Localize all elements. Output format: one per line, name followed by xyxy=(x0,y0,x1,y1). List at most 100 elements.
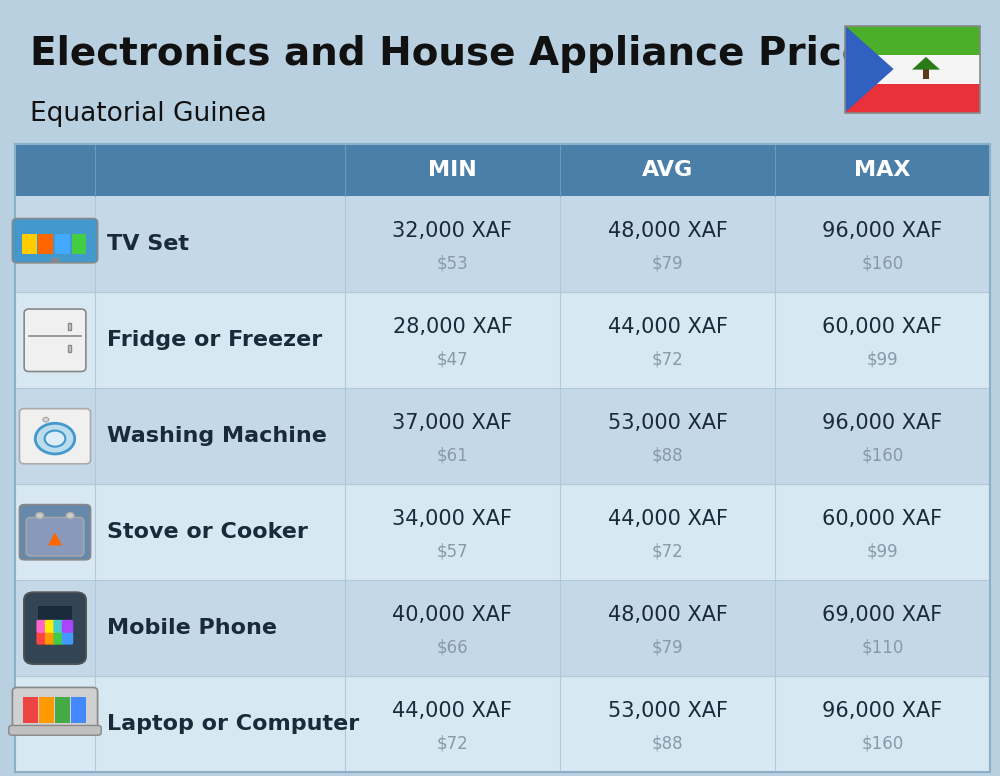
Bar xyxy=(55,234,70,254)
Text: 37,000 XAF: 37,000 XAF xyxy=(392,413,512,433)
Bar xyxy=(845,26,980,54)
FancyBboxPatch shape xyxy=(62,620,73,633)
Text: 53,000 XAF: 53,000 XAF xyxy=(608,701,728,721)
Text: 96,000 XAF: 96,000 XAF xyxy=(822,413,943,433)
Text: 44,000 XAF: 44,000 XAF xyxy=(608,317,728,337)
Bar xyxy=(39,697,54,723)
Text: Equatorial Guinea: Equatorial Guinea xyxy=(30,101,267,127)
Text: 40,000 XAF: 40,000 XAF xyxy=(392,605,512,625)
Text: $160: $160 xyxy=(861,446,904,464)
Bar xyxy=(845,84,980,113)
Bar xyxy=(845,26,980,113)
Text: 44,000 XAF: 44,000 XAF xyxy=(608,509,728,528)
Bar xyxy=(51,258,59,262)
Text: $88: $88 xyxy=(652,734,683,752)
Bar xyxy=(38,234,53,254)
Text: 32,000 XAF: 32,000 XAF xyxy=(392,221,512,241)
Text: 48,000 XAF: 48,000 XAF xyxy=(608,605,727,625)
FancyBboxPatch shape xyxy=(26,518,84,556)
Bar xyxy=(775,144,990,196)
Bar xyxy=(345,580,560,676)
FancyBboxPatch shape xyxy=(9,726,101,735)
Text: Electronics and House Appliance Prices: Electronics and House Appliance Prices xyxy=(30,35,891,73)
Text: $79: $79 xyxy=(652,639,683,656)
Text: $72: $72 xyxy=(652,351,683,369)
FancyBboxPatch shape xyxy=(24,592,86,664)
Bar xyxy=(95,676,345,772)
Bar xyxy=(23,697,38,723)
Bar xyxy=(560,196,775,293)
Bar xyxy=(55,697,70,723)
Polygon shape xyxy=(845,26,894,113)
Bar xyxy=(15,676,95,772)
Text: $61: $61 xyxy=(437,446,468,464)
Text: TV Set: TV Set xyxy=(107,234,189,255)
Bar xyxy=(95,293,345,388)
Polygon shape xyxy=(912,57,940,70)
Bar xyxy=(345,196,560,293)
FancyBboxPatch shape xyxy=(36,620,48,633)
Circle shape xyxy=(36,512,44,518)
Text: AVG: AVG xyxy=(642,160,693,180)
Text: 96,000 XAF: 96,000 XAF xyxy=(822,701,943,721)
Bar xyxy=(345,484,560,580)
Bar xyxy=(775,388,990,484)
Text: $160: $160 xyxy=(861,734,904,752)
Bar xyxy=(15,484,95,580)
Text: 28,000 XAF: 28,000 XAF xyxy=(393,317,512,337)
Text: $110: $110 xyxy=(861,639,904,656)
Bar xyxy=(15,293,95,388)
Bar xyxy=(775,484,990,580)
FancyBboxPatch shape xyxy=(53,620,65,633)
Bar xyxy=(38,605,72,645)
Text: MIN: MIN xyxy=(428,160,477,180)
FancyBboxPatch shape xyxy=(19,504,91,559)
Text: $79: $79 xyxy=(652,255,683,272)
Text: 53,000 XAF: 53,000 XAF xyxy=(608,413,728,433)
Bar xyxy=(345,293,560,388)
Text: Stove or Cooker: Stove or Cooker xyxy=(107,522,308,542)
Bar xyxy=(22,234,37,254)
Text: $160: $160 xyxy=(861,255,904,272)
Text: $99: $99 xyxy=(867,542,898,560)
Bar xyxy=(95,388,345,484)
Bar xyxy=(15,388,95,484)
Text: $72: $72 xyxy=(437,734,468,752)
Text: 96,000 XAF: 96,000 XAF xyxy=(822,221,943,241)
Bar xyxy=(560,144,775,196)
Bar xyxy=(95,144,345,196)
Text: 60,000 XAF: 60,000 XAF xyxy=(822,317,943,337)
Bar xyxy=(775,580,990,676)
Bar xyxy=(345,144,560,196)
Text: Laptop or Computer: Laptop or Computer xyxy=(107,714,359,734)
Text: 69,000 XAF: 69,000 XAF xyxy=(822,605,943,625)
FancyBboxPatch shape xyxy=(53,632,65,645)
Text: Mobile Phone: Mobile Phone xyxy=(107,618,277,638)
FancyBboxPatch shape xyxy=(45,632,56,645)
Bar xyxy=(68,324,71,330)
Text: 34,000 XAF: 34,000 XAF xyxy=(392,509,512,528)
Circle shape xyxy=(45,431,65,447)
Bar xyxy=(560,388,775,484)
Text: Washing Machine: Washing Machine xyxy=(107,426,327,446)
Text: $88: $88 xyxy=(652,446,683,464)
Bar xyxy=(68,345,71,352)
Text: 44,000 XAF: 44,000 XAF xyxy=(392,701,512,721)
Bar xyxy=(560,484,775,580)
Bar xyxy=(95,196,345,293)
FancyBboxPatch shape xyxy=(24,309,86,372)
Bar xyxy=(775,676,990,772)
FancyBboxPatch shape xyxy=(12,219,98,263)
Bar xyxy=(345,676,560,772)
Text: Fridge or Freezer: Fridge or Freezer xyxy=(107,331,322,350)
Text: $53: $53 xyxy=(437,255,468,272)
FancyBboxPatch shape xyxy=(19,409,91,464)
Circle shape xyxy=(66,512,74,518)
Bar xyxy=(775,293,990,388)
Bar xyxy=(15,144,95,196)
Bar xyxy=(15,580,95,676)
FancyBboxPatch shape xyxy=(12,688,98,732)
Bar xyxy=(775,196,990,293)
FancyBboxPatch shape xyxy=(62,632,73,645)
Bar xyxy=(560,580,775,676)
